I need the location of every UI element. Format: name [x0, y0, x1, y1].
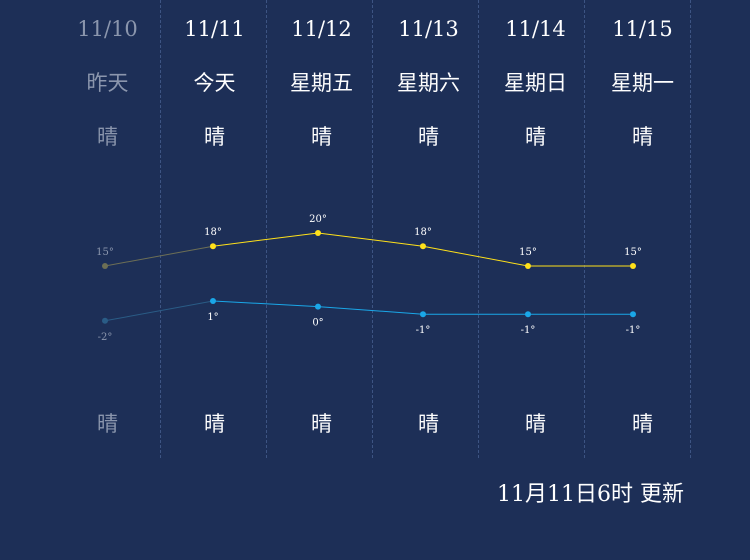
day-condition: 晴: [97, 125, 118, 149]
low-temp-label: -1°: [521, 325, 536, 336]
weekday-label: 星期五: [290, 71, 353, 95]
weekday-label: 星期一: [611, 71, 674, 95]
series-0-point: [315, 230, 321, 236]
series-0-point: [102, 263, 108, 269]
weekday-label: 昨天: [86, 71, 129, 95]
series-1-point: [102, 317, 108, 324]
day-condition: 晴: [632, 125, 653, 149]
column-divider: [266, 0, 267, 458]
weekday-label: 星期日: [504, 71, 567, 95]
day-column-2: 11/12 星期五 晴 晴: [268, 0, 375, 460]
series-1-segment: [317, 306, 424, 315]
series-0-segment: [317, 232, 424, 247]
series-0-point: [420, 243, 426, 250]
series-0-point: [525, 263, 531, 269]
series-1-segment: [212, 300, 319, 308]
column-divider: [372, 0, 373, 458]
weekday-label: 星期六: [397, 71, 460, 95]
series-1-point: [315, 303, 321, 310]
day-column-1: 11/11 今天 晴 晴: [161, 0, 268, 460]
day-condition: 晴: [525, 125, 546, 149]
low-temp-label: 1°: [207, 312, 218, 323]
date-label: 11/13: [398, 17, 459, 41]
series-1-point: [210, 298, 216, 304]
weekday-label: 今天: [193, 71, 236, 95]
series-1-segment: [104, 300, 214, 322]
day-condition: 晴: [418, 125, 439, 149]
night-condition: 晴: [311, 412, 332, 436]
series-1-point: [630, 311, 636, 318]
series-0-segment: [212, 232, 319, 247]
high-temp-label: 15°: [519, 247, 537, 258]
temperature-chart: 15° 18° 20° 18° 15° 15° -2° 1° 0° -1° -1° -1°: [96, 214, 642, 343]
update-time: 11月11日6时 更新: [497, 482, 684, 507]
series-0-segment: [422, 245, 529, 267]
column-divider: [160, 0, 161, 458]
low-temp-label: -2°: [98, 332, 113, 343]
series-1-point: [420, 311, 426, 318]
column-divider: [690, 0, 691, 458]
date-label: 11/10: [77, 17, 138, 41]
column-divider: [478, 0, 479, 458]
day-column-5: 11/15 星期一 晴 晴: [589, 0, 696, 460]
day-column-3: 11/13 星期六 晴 晴: [375, 0, 482, 460]
series-0-point: [210, 243, 216, 250]
date-label: 11/12: [291, 17, 352, 41]
low-temp-label: -1°: [416, 325, 431, 336]
day-condition: 晴: [311, 125, 332, 149]
high-temp-label: 15°: [96, 247, 114, 258]
day-column-0: 11/10 昨天 晴 晴: [54, 0, 161, 460]
night-condition: 晴: [97, 412, 118, 436]
night-condition: 晴: [418, 412, 439, 436]
high-temp-label: 18°: [414, 227, 432, 238]
day-column-4: 11/14 星期日 晴 晴: [482, 0, 589, 460]
night-condition: 晴: [525, 412, 546, 436]
day-condition: 晴: [204, 125, 225, 149]
date-label: 11/15: [612, 17, 673, 41]
high-temp-label: 20°: [309, 214, 327, 225]
date-label: 11/14: [505, 17, 566, 41]
low-temp-label: -1°: [626, 325, 641, 336]
series-0-point: [630, 263, 636, 269]
high-temp-label: 18°: [204, 227, 222, 238]
high-temp-label: 15°: [624, 247, 642, 258]
night-condition: 晴: [632, 412, 653, 436]
date-label: 11/11: [184, 17, 245, 41]
column-divider: [584, 0, 585, 458]
series-0-segment: [104, 245, 214, 267]
series-1-point: [525, 311, 531, 318]
night-condition: 晴: [204, 412, 225, 436]
low-temp-label: 0°: [312, 318, 323, 329]
